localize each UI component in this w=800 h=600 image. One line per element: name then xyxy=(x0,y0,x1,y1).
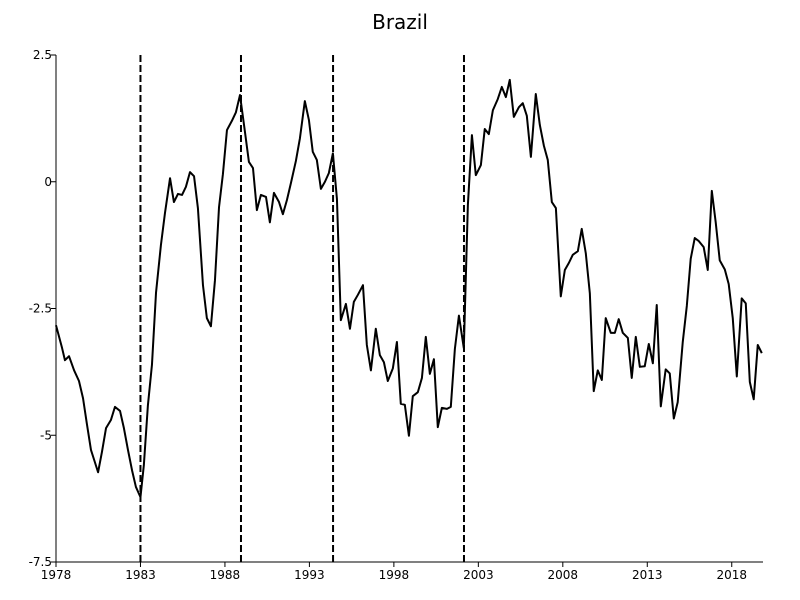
x-tick-label: 1988 xyxy=(210,568,241,582)
data-line xyxy=(55,78,763,499)
chart-title: Brazil xyxy=(372,10,428,34)
y-tick-label: -5 xyxy=(40,428,52,442)
x-tick-label: 1978 xyxy=(41,568,72,582)
x-tick-label: 2018 xyxy=(716,568,747,582)
y-tick-label: 0 xyxy=(44,175,52,189)
x-tick-label: 2008 xyxy=(548,568,579,582)
y-tick-label: -7.5 xyxy=(29,555,52,569)
x-tick-label: 1998 xyxy=(379,568,410,582)
x-tick-label: 1993 xyxy=(294,568,325,582)
x-tick-label: 2013 xyxy=(632,568,663,582)
x-tick-label: 2003 xyxy=(463,568,494,582)
x-tick-label: 1983 xyxy=(125,568,156,582)
y-tick-label: -2.5 xyxy=(29,302,52,316)
y-tick-label: 2.5 xyxy=(33,48,52,62)
